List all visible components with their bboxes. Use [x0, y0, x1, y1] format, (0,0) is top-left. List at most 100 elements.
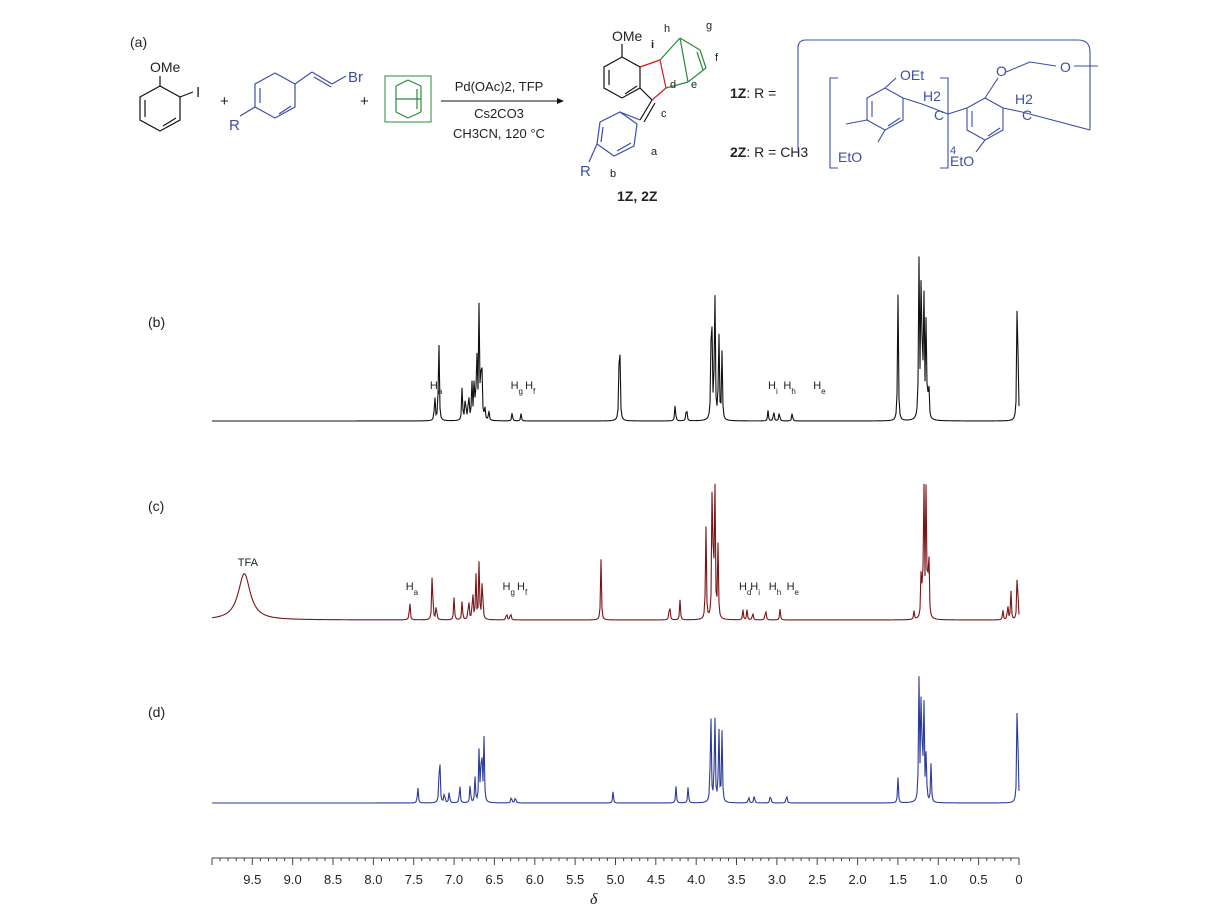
iodoanisole-structure: [139, 76, 194, 132]
peak-point: [244, 573, 245, 574]
peak-point: [714, 700, 715, 701]
label-e: e: [691, 79, 697, 91]
tick-label: 7.5: [405, 872, 423, 887]
peak-point: [479, 749, 480, 750]
label-c: c: [661, 108, 667, 120]
peak-point: [721, 732, 722, 733]
peak-annotation: He: [787, 581, 800, 597]
label-a: a: [651, 146, 658, 158]
peak-point: [770, 792, 771, 793]
tick-label: 8.5: [324, 872, 342, 887]
peak-point: [481, 327, 482, 328]
label-i: i: [651, 39, 654, 51]
pillar-eto-left: EtO: [838, 149, 862, 165]
peak-point: [468, 387, 469, 388]
r-def-2z: 2Z: R = CH3: [730, 144, 808, 160]
peak-annotation: TFA: [238, 557, 259, 569]
peak-point: [1017, 554, 1018, 555]
tick-label: 9.5: [243, 872, 261, 887]
peak-point: [475, 573, 476, 574]
peak-point: [484, 407, 485, 408]
pillar-o-link: O: [996, 63, 1007, 79]
peak-point: [675, 402, 676, 403]
vinyl-br-label: Br: [348, 69, 363, 86]
peak-point: [688, 786, 689, 787]
pillar-repeat: 4: [950, 145, 956, 157]
peak-point: [721, 353, 722, 354]
tick-label: 1.0: [929, 872, 947, 887]
peak-point: [779, 410, 780, 411]
peak-point: [465, 390, 466, 391]
peak-point: [923, 278, 924, 279]
peak-annotation: Hd: [739, 581, 751, 597]
x-axis-ticks: 9.5 9.0 8.5 8.0 7.5 7.0 6.5 6.0 5.5 5.0 4.5 4.0 3.5 3…: [211, 858, 1023, 887]
peak-point: [714, 270, 715, 271]
peak-point: [481, 726, 482, 727]
peak-point: [926, 474, 927, 475]
peak-point: [928, 372, 929, 373]
tick-label: 5.0: [606, 872, 624, 887]
tick-label: 4.5: [647, 872, 665, 887]
tick-label: 8.0: [364, 872, 382, 887]
peak-point: [718, 719, 719, 720]
peak-point: [918, 263, 919, 264]
peak-point: [921, 655, 922, 656]
peak-point: [669, 599, 670, 600]
peak-point: [436, 602, 437, 603]
tick-label: 3.5: [728, 872, 746, 887]
spectrum-trace: [212, 676, 1020, 804]
peak-point: [444, 790, 445, 791]
peak-point: [472, 585, 473, 586]
peak-annotation: Hg: [511, 380, 523, 396]
peak-annotation: Hi: [750, 581, 760, 597]
peak-point: [470, 782, 471, 783]
tick-label: 0: [1015, 872, 1022, 887]
peak-point: [1010, 590, 1011, 591]
peak-point: [748, 795, 749, 796]
plus-sign-1: +: [220, 93, 229, 110]
peak-point: [476, 338, 477, 339]
pillar-ch2-b: H2: [1015, 91, 1033, 107]
peak-point: [714, 460, 715, 461]
peak-point: [773, 408, 774, 409]
peak-point: [926, 751, 927, 752]
label-h: h: [664, 23, 670, 35]
panel-label-c: (c): [148, 498, 164, 514]
product-ome-label: OMe: [612, 28, 643, 44]
peak-point: [680, 599, 681, 600]
peak-annotation: Ha: [406, 581, 419, 597]
conditions-base: Cs2CO3: [474, 106, 524, 121]
product-r-label: R: [580, 163, 591, 180]
peak-point: [717, 547, 718, 548]
peak-point: [417, 785, 418, 786]
peak-point: [1002, 609, 1003, 610]
label-b: b: [610, 168, 616, 180]
peak-point: [619, 293, 620, 294]
pillararene-structure: [797, 39, 1098, 169]
peak-point: [926, 312, 927, 313]
peak-point: [705, 522, 706, 523]
peak-point: [921, 554, 922, 555]
reactant-iodo-label: I: [196, 84, 200, 101]
peak-point: [928, 525, 929, 526]
tick-label: 2.5: [808, 872, 826, 887]
peak-point: [752, 611, 753, 612]
peak-point: [434, 392, 435, 393]
peak-point: [439, 735, 440, 736]
spectrum-trace: [212, 256, 1020, 422]
peak-annotation: He: [813, 380, 826, 396]
peak-point: [930, 764, 931, 765]
peak-point: [1017, 240, 1018, 241]
peak-point: [718, 323, 719, 324]
chemical-shift-axis: 9.5 9.0 8.5 8.0 7.5 7.0 6.5 6.0 5.5 5.0 4.5 4.0 3.5 3…: [211, 857, 1023, 908]
peak-point: [711, 248, 712, 249]
panel-label-b: (b): [148, 314, 165, 330]
peak-annotation: Hf: [517, 581, 528, 597]
tick-label: 7.0: [445, 872, 463, 887]
peak-point: [471, 381, 472, 382]
peak-point: [767, 410, 768, 411]
peak-point: [510, 611, 511, 612]
pillar-oet-top: OEt: [900, 67, 924, 83]
peak-point: [712, 437, 713, 438]
